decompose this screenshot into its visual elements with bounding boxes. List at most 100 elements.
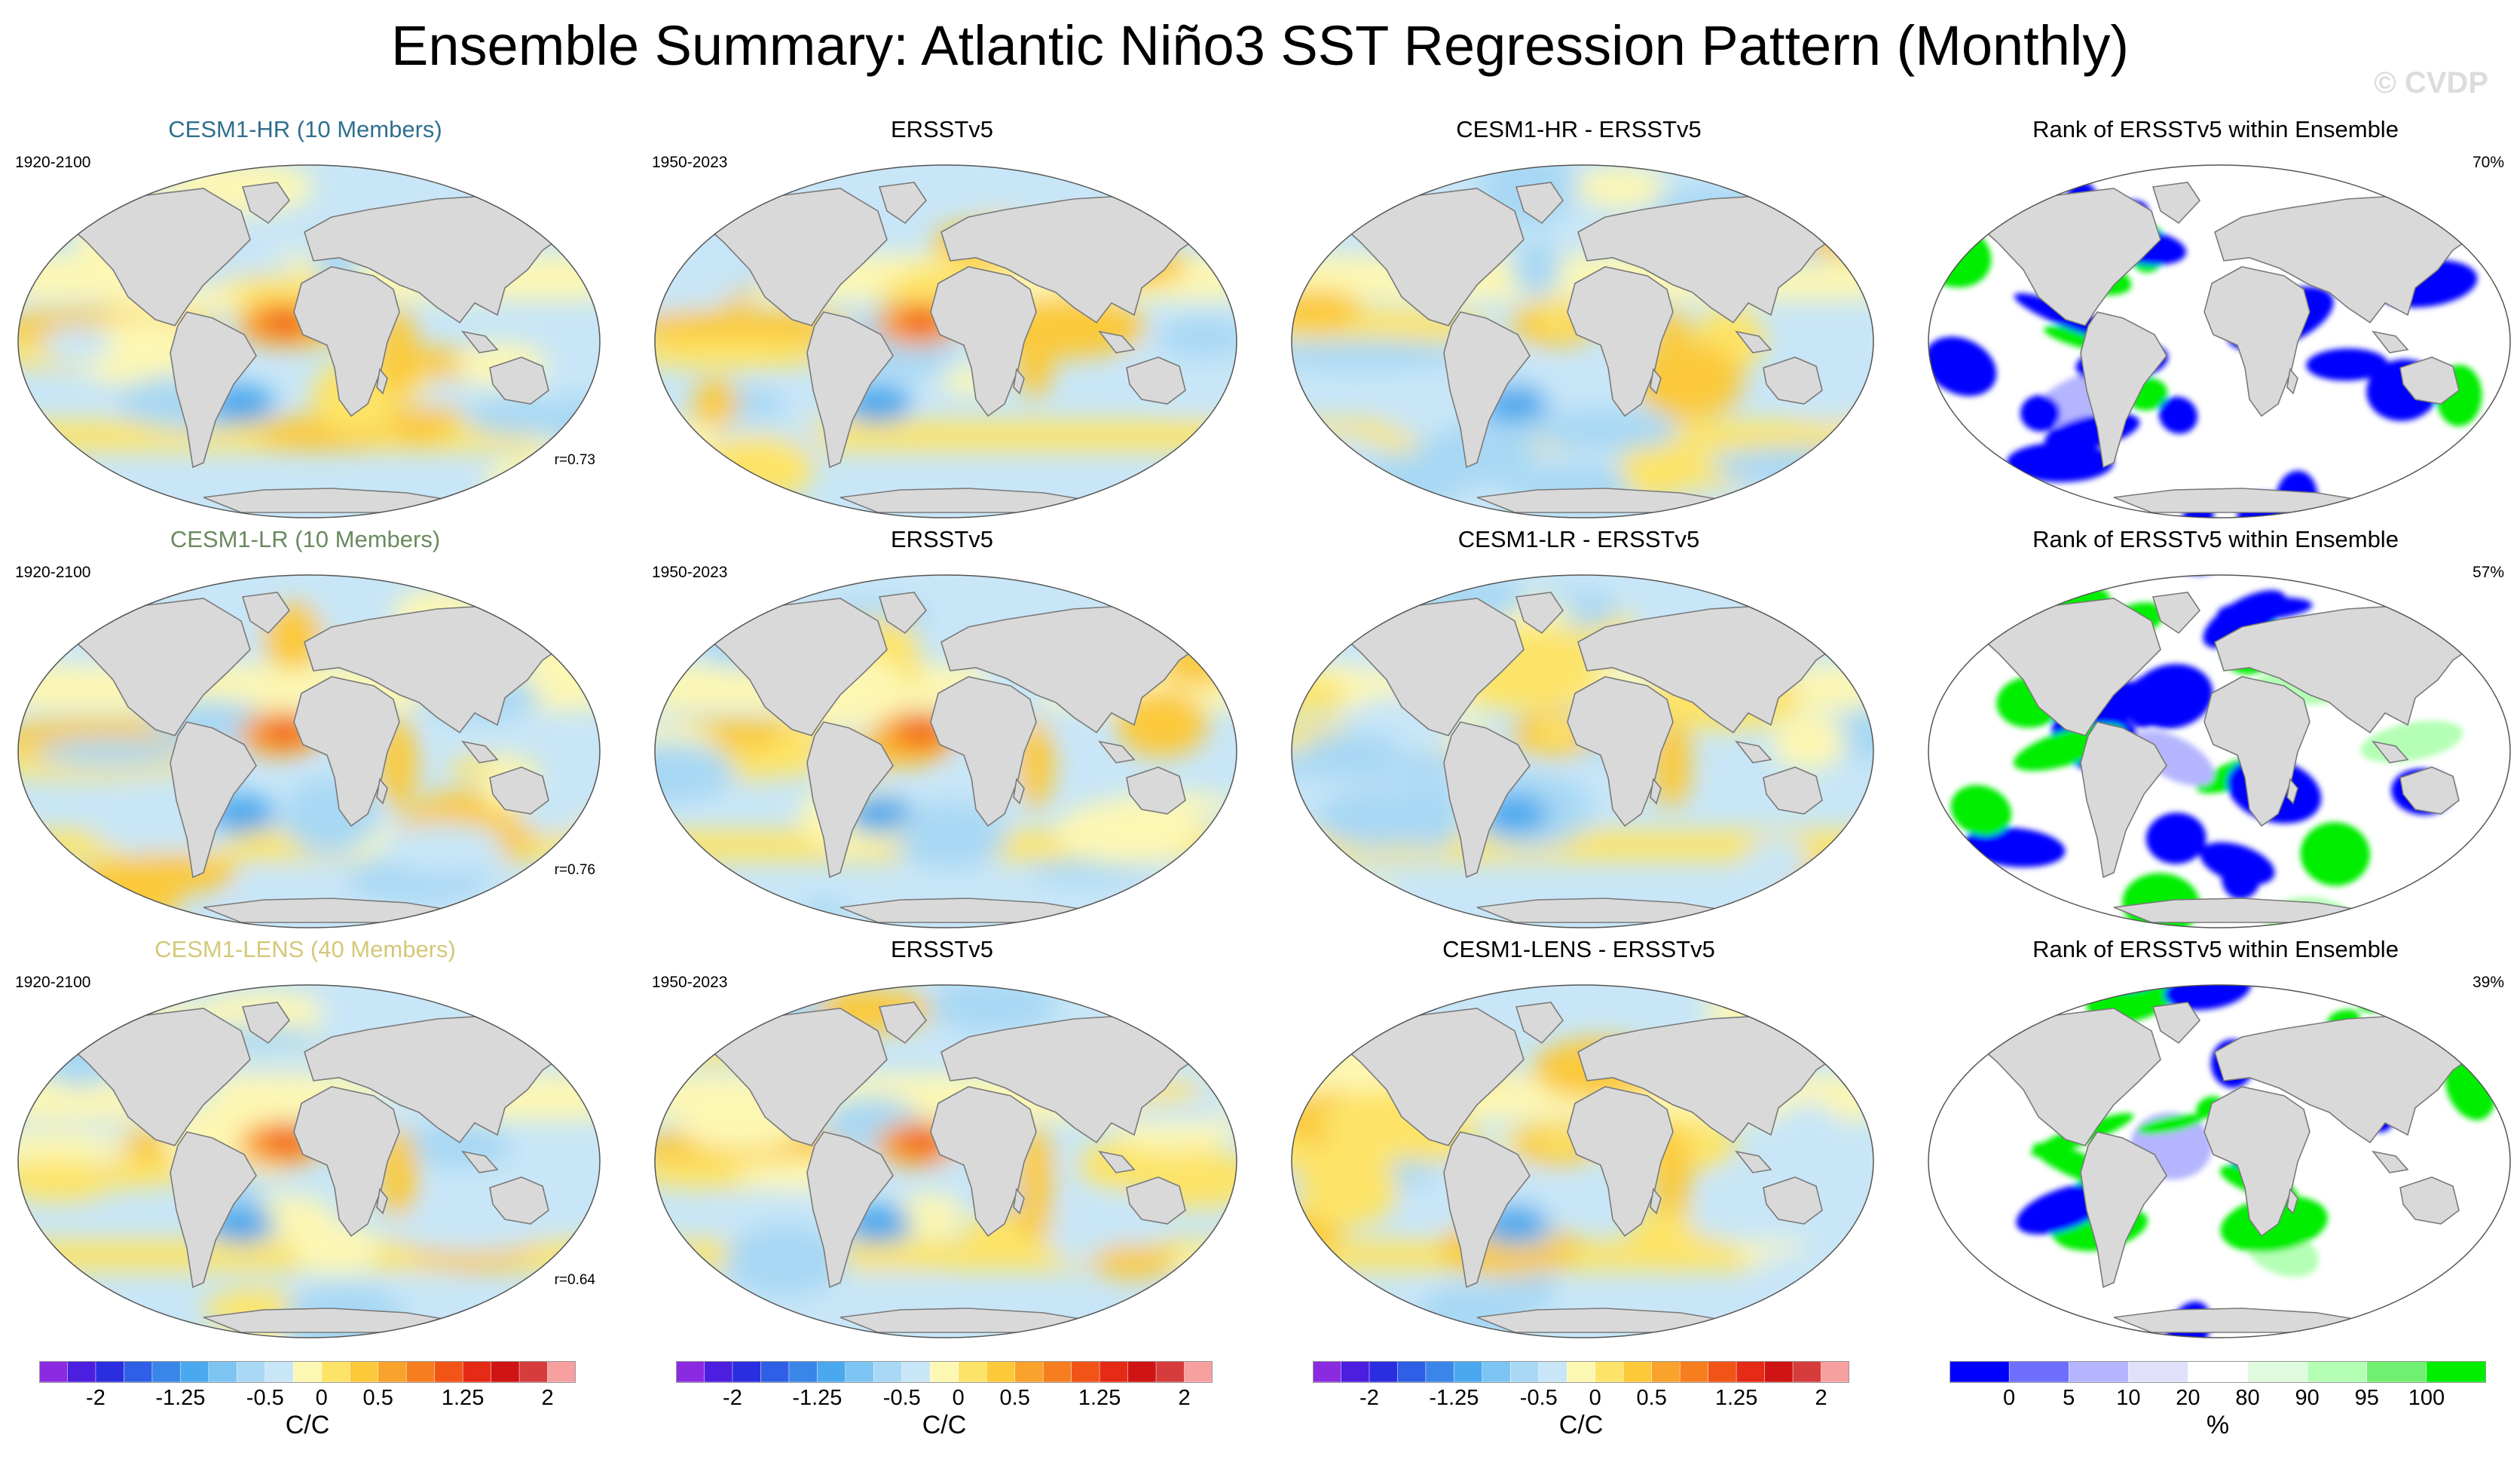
colorbar-segment	[405, 1361, 436, 1383]
colorbar-tick-label: 90	[2295, 1386, 2320, 1410]
anomaly-patch	[1304, 732, 1401, 757]
colorbar-segment	[1341, 1361, 1370, 1383]
anomaly-patch	[1175, 461, 1237, 518]
rank-patch	[1963, 827, 2066, 867]
robinson-map	[1291, 984, 1874, 1338]
continent	[806, 1131, 894, 1289]
colorbar-segment	[930, 1361, 959, 1383]
continent	[1650, 1188, 1662, 1215]
anomaly-patch	[895, 1193, 965, 1239]
continent	[1567, 266, 1674, 418]
continent	[2151, 592, 2201, 635]
colorbar-segment	[2008, 1361, 2069, 1383]
anomaly-patch	[73, 858, 183, 927]
land-layer	[708, 182, 1204, 513]
continent	[1735, 1150, 1772, 1173]
colorbar-segment	[986, 1361, 1016, 1383]
colorbar-segment	[491, 1361, 520, 1383]
field-layer	[655, 165, 1237, 518]
anomaly-patch	[1314, 788, 1445, 849]
continent	[1650, 368, 1662, 395]
anomaly-patch	[693, 379, 739, 427]
robinson-map	[17, 164, 601, 518]
colorbar-tick-label: 10	[2116, 1386, 2140, 1410]
field-layer	[1928, 575, 2510, 928]
panel-title: Rank of ERSSTv5 within Ensemble	[2032, 116, 2399, 142]
colorbar-segment	[1622, 1361, 1653, 1383]
map-panel: CESM1-HR (10 Members) 1920-2100 r=0.73	[8, 112, 603, 518]
continent	[1126, 356, 1186, 405]
land-layer	[71, 1002, 567, 1333]
continent	[170, 721, 257, 879]
panel-title: ERSSTv5	[890, 936, 994, 962]
anomaly-patch	[1797, 1008, 1873, 1034]
continent	[1577, 1014, 1841, 1144]
continent	[376, 778, 388, 805]
rank-patch	[1928, 852, 1986, 910]
continent	[461, 1150, 499, 1173]
land-layer	[1981, 182, 2478, 513]
rank-patch	[1928, 336, 1997, 396]
continent	[1476, 1308, 1728, 1333]
panel-title: Rank of ERSSTv5 within Ensemble	[2032, 936, 2399, 962]
colorbar-tick-label: 1.25	[442, 1386, 484, 1410]
colorbar-scale: -2 -1.25 -0.5 0 0.5 1.25 2	[676, 1361, 1213, 1410]
colorbar-segment	[39, 1361, 69, 1383]
rank-patch	[1950, 785, 2012, 837]
continent	[2113, 1308, 2365, 1333]
colorbar-segment	[760, 1361, 790, 1383]
continent	[940, 604, 1204, 734]
map-border	[1928, 984, 2511, 1338]
watermark: © CVDP	[2374, 66, 2488, 99]
panel-title: CESM1-LR - ERSSTv5	[1457, 526, 1700, 552]
colorbar-tick-label: 95	[2355, 1386, 2379, 1410]
colorbar-segment	[1369, 1361, 1399, 1383]
colorbar-segment	[2247, 1361, 2308, 1383]
colorbar-scale: -2 -1.25 -0.5 0 0.5 1.25 2	[39, 1361, 576, 1410]
continent	[2214, 604, 2478, 734]
land-layer	[1344, 182, 1841, 513]
land-layer	[1981, 592, 2478, 923]
colorbar-segment	[434, 1361, 463, 1383]
robinson-map	[654, 164, 1237, 518]
colorbar-tick-label: 0	[1589, 1386, 1601, 1410]
period-label: 1920-2100	[15, 154, 91, 171]
rank-patch	[1928, 471, 1937, 499]
colorbar-segment	[1567, 1361, 1596, 1383]
map-border	[1291, 984, 1874, 1338]
continent	[1515, 182, 1564, 225]
anomaly-patch	[891, 802, 1007, 868]
robinson-map	[1291, 574, 1874, 928]
colorbar-segment	[1538, 1361, 1568, 1383]
colorbar-segment	[1155, 1361, 1185, 1383]
panel-title: Rank of ERSSTv5 within Ensemble	[2032, 526, 2399, 552]
field-layer	[1292, 985, 1873, 1338]
colorbar-tick-label: -2	[86, 1386, 106, 1410]
anomaly-patch	[232, 871, 325, 907]
continent	[2203, 676, 2311, 827]
rank-patch	[1977, 1301, 2037, 1338]
anomaly-patch	[801, 900, 849, 926]
anomaly-patch	[724, 1223, 846, 1297]
continent	[2372, 740, 2409, 763]
colorbar-segment	[462, 1361, 492, 1383]
colorbar-tick-label: 2	[1178, 1386, 1190, 1410]
colorbar-tick-label: -1.25	[1429, 1386, 1479, 1410]
map-panel: ERSSTv5 1950-2023	[644, 931, 1240, 1338]
continent	[1098, 330, 1136, 353]
colorbar-segment	[845, 1361, 875, 1383]
colorbar-frame	[1313, 1361, 1849, 1383]
continent	[2113, 898, 2365, 923]
colorbar-units: %	[2206, 1411, 2230, 1439]
anomaly-patch	[655, 1259, 707, 1327]
anomaly-patch	[41, 326, 113, 362]
continent	[203, 1308, 454, 1333]
colorbar-segment	[378, 1361, 407, 1383]
continent	[878, 1002, 928, 1045]
continent	[241, 1002, 291, 1045]
map-panel: CESM1-HR - ERSSTv5	[1281, 112, 1876, 518]
rank-patch	[2300, 822, 2370, 886]
colorbar-segment	[732, 1361, 762, 1383]
rank-patch	[2125, 674, 2168, 729]
land-layer	[708, 1002, 1204, 1333]
